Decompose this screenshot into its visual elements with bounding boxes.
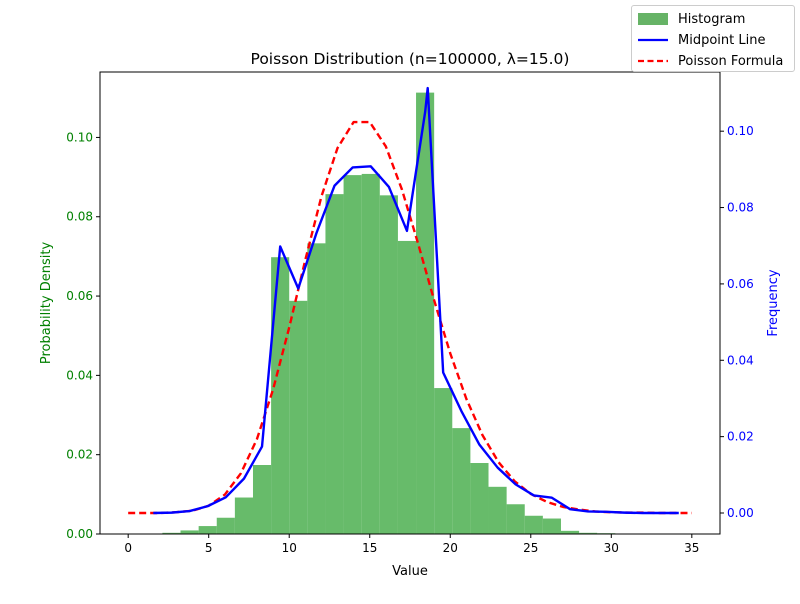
x-tick-label: 15 (362, 541, 377, 555)
legend-item-poisson: Poisson Formula (638, 51, 783, 71)
y-axis-left-label: Probability Density (39, 242, 54, 365)
histogram-bar (199, 526, 217, 534)
histogram-bar (235, 498, 253, 534)
y-right-tick-label: 0.08 (727, 201, 754, 215)
legend: Histogram Midpoint Line Poisson Formula (631, 5, 795, 72)
legend-label-poisson: Poisson Formula (678, 54, 783, 69)
y-axis-right-label: Frequency (766, 269, 781, 336)
histogram-bar (181, 530, 199, 534)
x-axis-label: Value (392, 564, 428, 579)
x-tick-label: 20 (443, 541, 458, 555)
x-tick-label: 25 (523, 541, 538, 555)
histogram-bar (507, 504, 525, 534)
y-left-tick-label: 0.06 (66, 289, 93, 303)
x-axis: 0 5 10 15 20 25 30 35 (124, 534, 699, 555)
histogram-bar (289, 301, 307, 534)
histogram-bar (362, 174, 380, 534)
histogram-bar (543, 519, 561, 534)
histogram-bar (253, 465, 271, 534)
y-right-tick-label: 0.06 (727, 277, 754, 291)
x-tick-label: 30 (604, 541, 619, 555)
x-tick-label: 10 (282, 541, 297, 555)
y-axis-right: 0.00 0.02 0.04 0.06 0.08 0.10 (720, 124, 754, 520)
histogram-bar (307, 243, 325, 534)
histogram-bar (525, 516, 543, 534)
histogram-bar (344, 175, 362, 534)
histogram-bar (217, 518, 235, 534)
histogram-bar (489, 487, 507, 534)
y-right-tick-label: 0.00 (727, 506, 754, 520)
y-right-tick-label: 0.02 (727, 430, 754, 444)
histogram-bar (452, 428, 470, 534)
legend-label-midpoint: Midpoint Line (678, 33, 765, 48)
y-left-tick-label: 0.08 (66, 210, 93, 224)
y-left-tick-label: 0.02 (66, 448, 93, 462)
x-tick-label: 35 (684, 541, 699, 555)
y-left-tick-label: 0.00 (66, 527, 93, 541)
legend-swatch-poisson (638, 55, 668, 67)
histogram-bar (380, 195, 398, 534)
chart-title: Poisson Distribution (n=100000, λ=15.0) (251, 50, 570, 68)
y-axis-left: 0.00 0.02 0.04 0.06 0.08 0.10 (66, 130, 100, 541)
legend-label-histogram: Histogram (678, 12, 745, 27)
x-tick-label: 5 (205, 541, 213, 555)
histogram-bar (271, 257, 289, 534)
histogram-bar (325, 194, 343, 534)
histogram-bar (398, 241, 416, 534)
legend-item-histogram: Histogram (638, 9, 745, 29)
y-right-tick-label: 0.10 (727, 124, 754, 138)
legend-item-midpoint: Midpoint Line (638, 30, 765, 50)
y-left-tick-label: 0.10 (66, 130, 93, 144)
legend-swatch-midpoint (638, 34, 668, 46)
histogram-bar (470, 463, 488, 534)
y-right-tick-label: 0.04 (727, 353, 754, 367)
x-tick-label: 0 (124, 541, 132, 555)
legend-swatch-histogram (638, 13, 668, 25)
histogram-bar (434, 388, 452, 534)
histogram-bars (144, 93, 633, 534)
y-left-tick-label: 0.04 (66, 368, 93, 382)
